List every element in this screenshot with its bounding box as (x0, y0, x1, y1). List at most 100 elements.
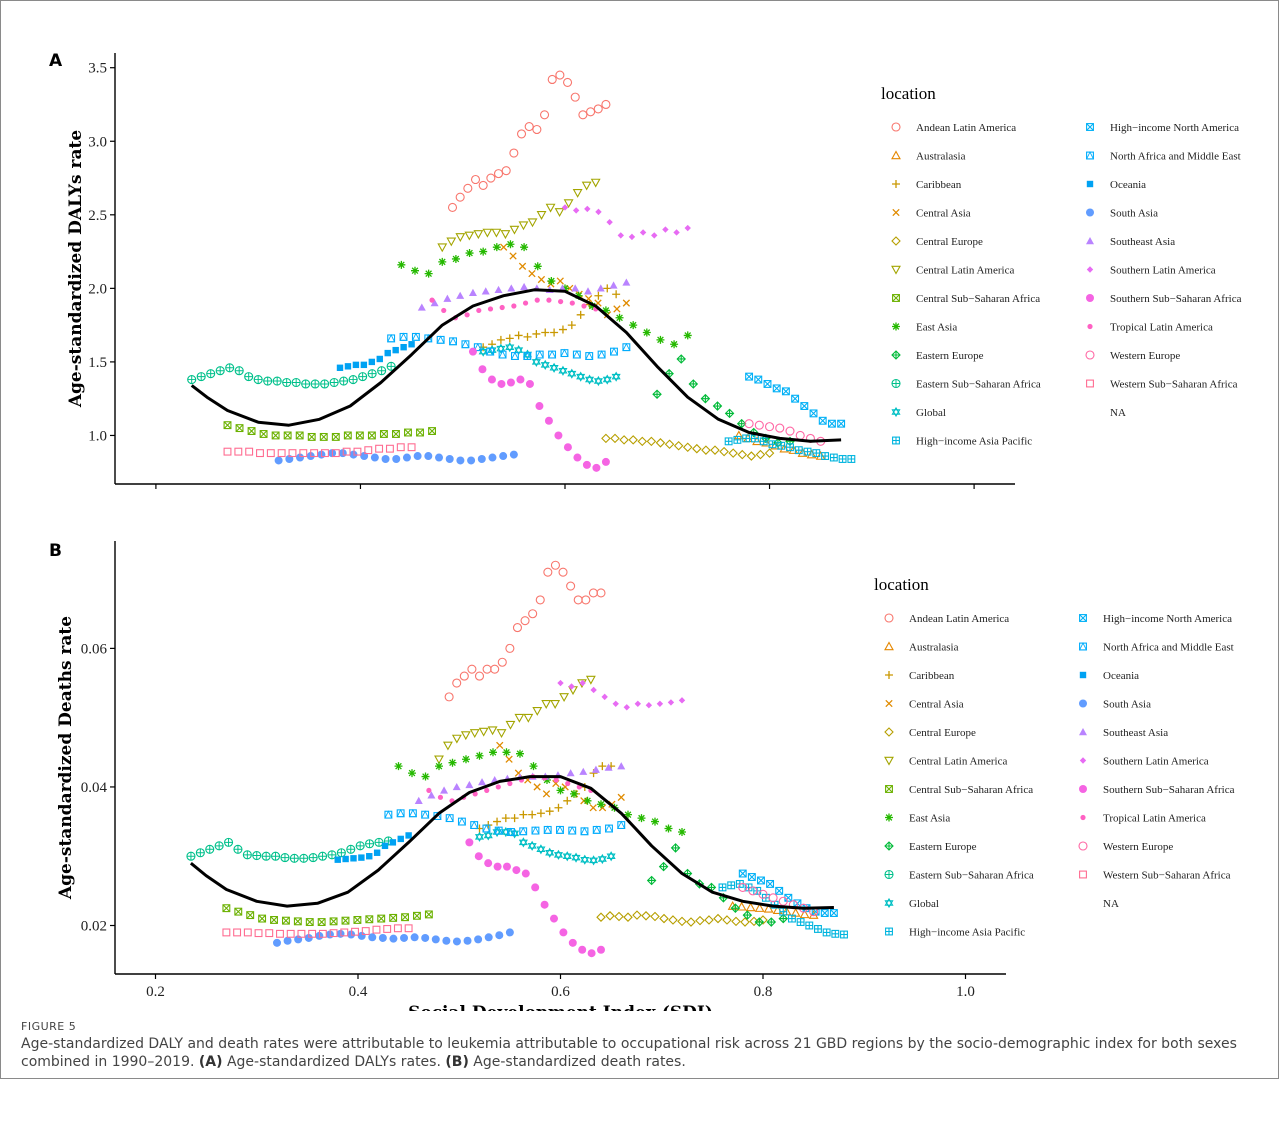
data-point (367, 431, 376, 440)
legend-item-high-income-north-america: High−income North America (1086, 122, 1239, 134)
data-point (441, 307, 447, 314)
data-point (509, 148, 519, 158)
series-global (478, 342, 621, 387)
data-point (535, 595, 545, 605)
data-point (573, 595, 583, 605)
data-point (581, 181, 592, 191)
legend-marker (892, 180, 900, 188)
x-tick-label: 0.6 (551, 984, 570, 1000)
legend-item-western-sub-saharan-africa: Western Sub−Saharan Africa (1079, 870, 1231, 882)
data-point (596, 284, 605, 292)
data-point (571, 284, 580, 292)
data-point (684, 224, 691, 232)
legend-label: Western Europe (1110, 350, 1180, 362)
data-point (533, 262, 542, 271)
series-caribbean (479, 284, 621, 352)
data-point (428, 427, 436, 435)
data-point (234, 366, 244, 376)
data-point (353, 447, 362, 456)
data-point (348, 375, 358, 385)
data-point (652, 389, 662, 400)
series-central-sub-saharan-africa (223, 421, 436, 441)
data-point (639, 229, 647, 236)
data-point (465, 249, 474, 258)
data-point (754, 375, 763, 384)
data-point (766, 917, 777, 927)
data-point (596, 912, 606, 922)
legend-marker (891, 122, 901, 132)
data-point (612, 290, 621, 299)
legend-marker (1078, 841, 1088, 851)
data-point (597, 350, 606, 359)
data-point (452, 937, 461, 946)
data-point (397, 260, 406, 269)
caption-text: Age-standardized DALY and death rates we… (21, 1035, 1261, 1071)
data-point (378, 933, 387, 942)
data-point (598, 762, 607, 771)
data-point (584, 287, 593, 295)
data-point (205, 844, 215, 854)
data-point (838, 455, 847, 463)
series-north-africa-and-middle-east (384, 808, 626, 836)
series-oceania (334, 832, 412, 863)
data-point (610, 433, 620, 444)
data-point (518, 221, 529, 231)
data-point (553, 777, 559, 783)
data-point (806, 449, 817, 459)
data-point (742, 910, 753, 920)
legend-marker (892, 436, 900, 445)
data-point (186, 851, 196, 861)
data-point (701, 445, 711, 455)
data-point (391, 430, 400, 438)
series-southeast-asia (414, 762, 626, 804)
data-point (755, 449, 766, 460)
data-point (584, 374, 595, 385)
data-point (758, 889, 768, 899)
data-point (318, 929, 327, 938)
data-point (738, 882, 748, 892)
data-point (550, 328, 559, 337)
data-point (242, 850, 252, 860)
data-point (528, 609, 538, 619)
legend-label: Oceania (1103, 670, 1139, 682)
y-tick-label: 2.0 (88, 281, 107, 297)
data-point (299, 449, 308, 458)
data-point (389, 934, 398, 943)
chart-svg: A 1.0 1.5 2.0 2.5 3.0 3.5 Age-standardized DALY… (49, 51, 1242, 1011)
data-point (437, 794, 444, 800)
data-point (609, 347, 619, 356)
data-point (601, 693, 608, 701)
data-point (664, 439, 675, 450)
data-point (622, 278, 631, 286)
data-point (493, 817, 502, 826)
data-point (286, 929, 295, 938)
data-point (617, 820, 626, 829)
series-andean-latin-america (444, 560, 606, 702)
data-point (585, 351, 594, 360)
data-point (568, 683, 575, 690)
legend-marker (891, 150, 901, 160)
data-point (667, 699, 675, 706)
legend-item-australasia: Australasia (884, 641, 959, 654)
data-point (507, 780, 513, 787)
data-point (225, 363, 235, 373)
data-point (615, 313, 624, 322)
data-point (566, 769, 575, 777)
data-point (518, 837, 528, 848)
legend-marker (885, 785, 893, 793)
legend-marker (1079, 671, 1087, 679)
data-point (505, 334, 514, 343)
data-point (655, 438, 666, 448)
legend-item-high-income-asia-pacific: High−income Asia Pacific (885, 927, 1025, 939)
data-point (372, 925, 381, 934)
data-point (596, 588, 606, 598)
data-point (271, 431, 280, 440)
legend-item-east-asia: East Asia (885, 813, 950, 825)
data-point (597, 800, 605, 809)
data-point (307, 432, 316, 441)
data-point (435, 453, 444, 462)
data-point (613, 305, 621, 313)
legend-item-andean-latin-america: Andean Latin America (891, 122, 1016, 134)
data-point (581, 595, 591, 605)
data-point (310, 449, 319, 458)
